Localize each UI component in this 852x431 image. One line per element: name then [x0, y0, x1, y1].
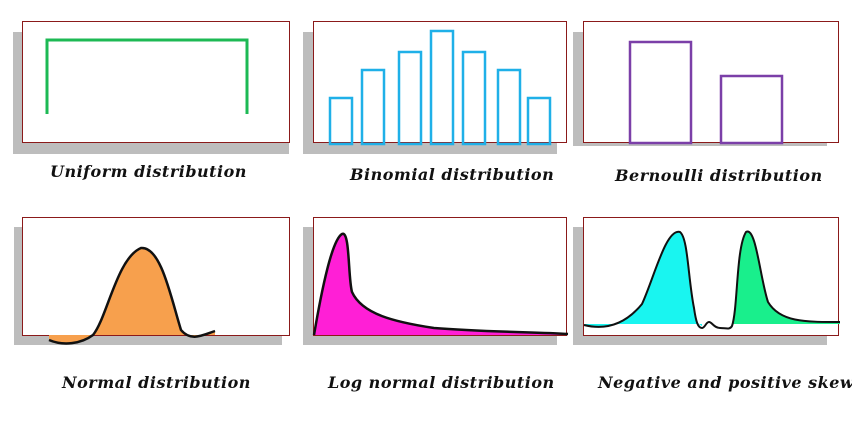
positive-skew-fill [732, 231, 840, 326]
binomial-bar [461, 50, 487, 146]
binomial-caption: Binomial distribution [350, 165, 555, 184]
skew-graphic [583, 230, 841, 330]
uniform-graphic [45, 38, 249, 114]
lognormal-curve [312, 232, 569, 336]
bernoulli-caption: Bernoulli distribution [615, 166, 823, 185]
skew-frame [583, 217, 841, 336]
normal-frame [22, 217, 290, 345]
normal-graphic [48, 246, 216, 345]
bernoulli-frame [583, 21, 839, 145]
lognormal-caption: Log normal distribution [328, 373, 555, 392]
bernoulli-bar [628, 40, 693, 145]
skew-caption: Negative and positive skew [598, 373, 852, 392]
binomial-bar [526, 96, 552, 146]
normal-caption: Normal distribution [62, 373, 251, 392]
uniform-caption: Uniform distribution [50, 162, 247, 181]
uniform-line [45, 38, 249, 114]
normal-curve [48, 246, 216, 345]
binomial-bar [397, 50, 423, 146]
lognormal-frame [312, 217, 569, 336]
binomial-bar [429, 29, 455, 146]
normal-curve-fill [49, 247, 215, 344]
binomial-graphic [328, 29, 552, 146]
binomial-bar [328, 96, 354, 146]
uniform-frame [22, 21, 290, 143]
binomial-bar [360, 68, 386, 146]
bernoulli-graphic [628, 40, 784, 145]
lognormal-graphic [312, 232, 569, 336]
negative-skew-fill [584, 231, 702, 327]
lognormal-curve-fill [314, 233, 568, 335]
binomial-frame [313, 21, 567, 146]
bernoulli-bar [719, 74, 784, 145]
binomial-bar [496, 68, 522, 146]
skew-curve [583, 230, 841, 330]
